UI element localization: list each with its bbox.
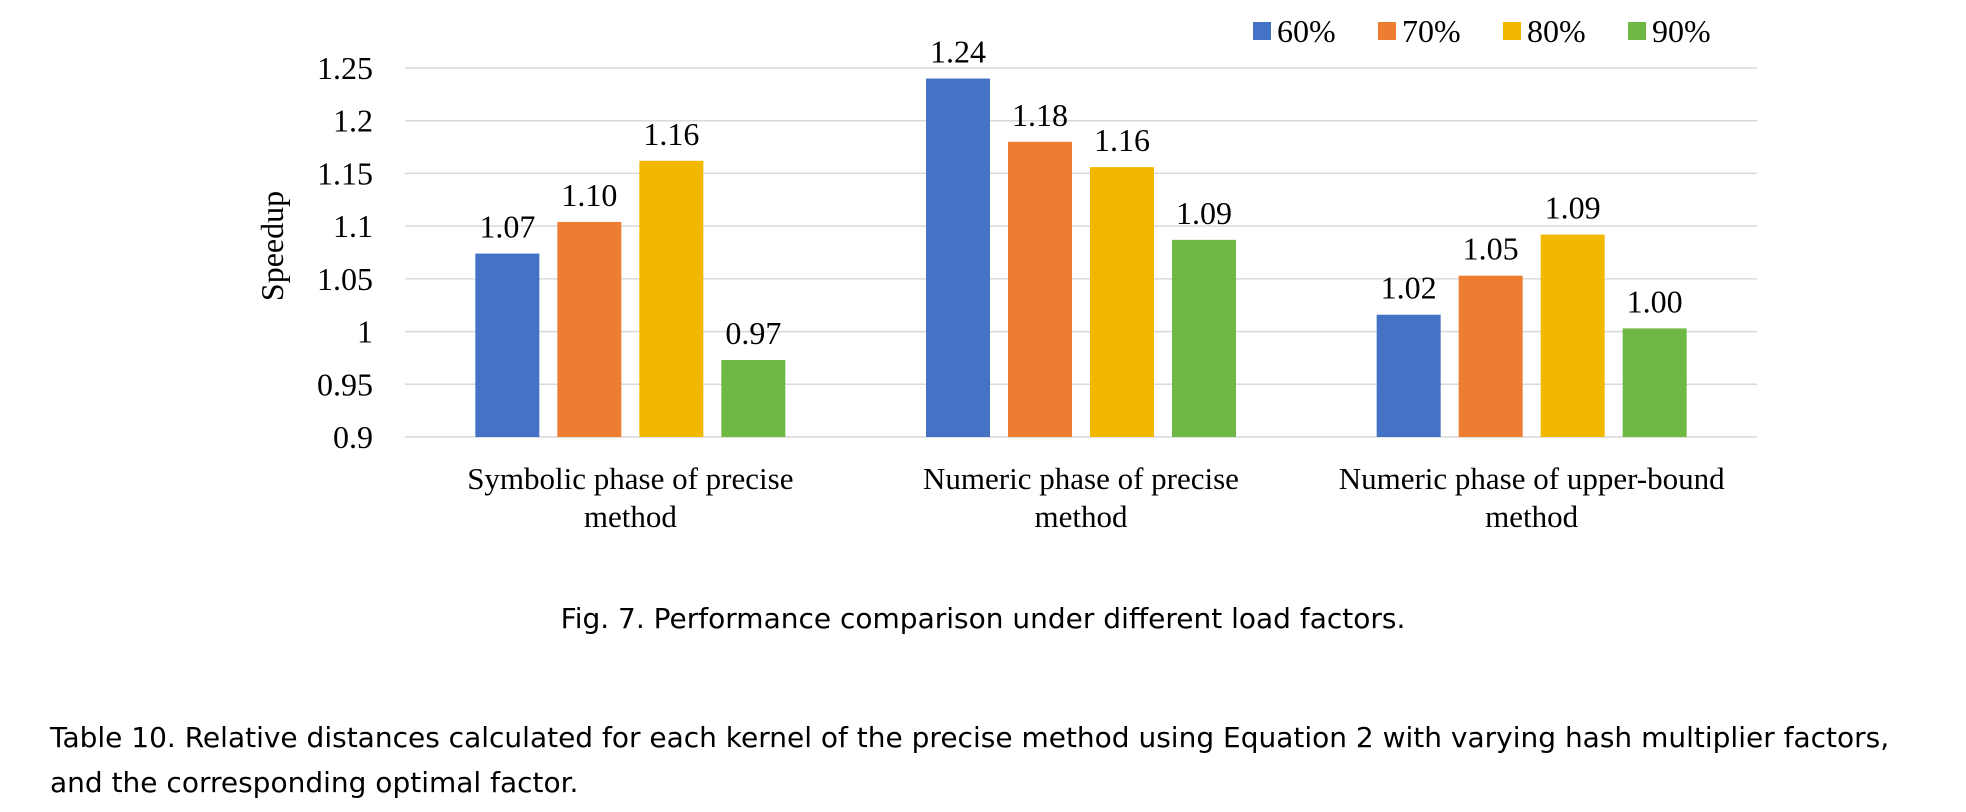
bar-60pct-cat3 <box>1376 314 1441 437</box>
data-labels: 1.07 1.10 1.16 0.97 1.24 1.18 1.16 1.09 1.02 1.05… <box>479 34 1682 351</box>
category-label: Numeric phase of upper-bound <box>1339 461 1725 496</box>
bar-70pct-cat3 <box>1458 275 1523 437</box>
bar-60pct-cat2 <box>926 78 990 438</box>
legend-label: 90% <box>1652 13 1711 49</box>
data-label: 1.07 <box>479 209 535 245</box>
legend-label: 70% <box>1402 13 1461 49</box>
data-label: 1.10 <box>561 177 617 213</box>
bar-chart: 0.9 0.95 1 1.05 1.1 1.15 1.2 1.25 1.07 1.10 1.16 0… <box>254 13 1757 534</box>
data-label: 1.16 <box>643 116 699 152</box>
legend-label: 80% <box>1527 13 1586 49</box>
bar-60pct-cat1 <box>475 253 540 437</box>
y-tick-label: 0.9 <box>333 419 373 455</box>
category-label: method <box>1035 499 1128 534</box>
data-label: 0.97 <box>725 315 781 351</box>
data-label: 1.09 <box>1545 190 1601 226</box>
y-tick-label: 1.05 <box>317 261 373 297</box>
category-label: Symbolic phase of precise <box>467 461 793 496</box>
bar-90pct-cat3 <box>1622 328 1687 437</box>
table-caption-line-1: Table 10. Relative distances calculated … <box>50 721 1890 754</box>
y-tick-labels: 0.9 0.95 1 1.05 1.1 1.15 1.2 1.25 <box>317 50 373 455</box>
legend: 60% 70% 80% 90% <box>1253 13 1711 49</box>
data-label: 1.05 <box>1463 231 1519 267</box>
bar-70pct-cat1 <box>557 221 622 437</box>
y-tick-label: 1.25 <box>317 50 373 86</box>
legend-swatch <box>1378 22 1396 40</box>
bar-80pct-cat1 <box>639 160 704 437</box>
data-label: 1.02 <box>1381 270 1437 306</box>
legend-swatch <box>1253 22 1271 40</box>
table-caption: Table 10. Relative distances calculated … <box>50 715 1960 805</box>
y-tick-label: 1 <box>357 314 373 350</box>
data-label: 1.00 <box>1627 283 1683 319</box>
gridlines <box>405 67 1757 438</box>
y-tick-label: 1.15 <box>317 155 373 191</box>
legend-swatch <box>1503 22 1521 40</box>
y-tick-label: 1.2 <box>333 103 373 139</box>
category-label: method <box>584 499 677 534</box>
legend-swatch <box>1628 22 1646 40</box>
bar-90pct-cat2 <box>1172 239 1236 437</box>
data-label: 1.24 <box>930 34 986 70</box>
bar-70pct-cat2 <box>1008 141 1072 438</box>
figure-caption: Fig. 7. Performance comparison under dif… <box>560 602 1406 635</box>
table-caption-line-2: and the corresponding optimal factor. <box>50 766 579 799</box>
category-label: Numeric phase of precise <box>923 461 1239 496</box>
data-label: 1.09 <box>1176 195 1232 231</box>
bar-90pct-cat1 <box>721 360 786 437</box>
bar-80pct-cat3 <box>1540 234 1605 437</box>
data-label: 1.18 <box>1012 97 1068 133</box>
data-label: 1.16 <box>1094 122 1150 158</box>
legend-label: 60% <box>1277 13 1336 49</box>
bar-80pct-cat2 <box>1090 167 1154 438</box>
y-axis-label: Speedup <box>254 191 290 301</box>
category-label: method <box>1485 499 1578 534</box>
y-tick-label: 0.95 <box>317 366 373 402</box>
bars <box>475 78 1687 438</box>
y-tick-label: 1.1 <box>333 208 373 244</box>
